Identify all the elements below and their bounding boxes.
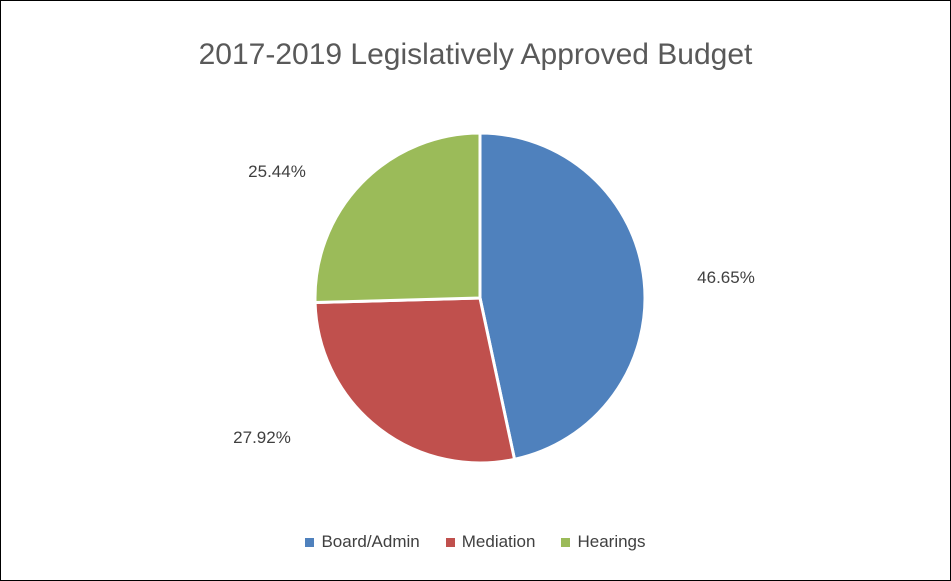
data-label-hearings: 25.44% (248, 162, 306, 181)
pie-data-labels: 46.65% 27.92% 25.44% (233, 162, 755, 447)
pie-slice-board-admin (478, 131, 647, 461)
data-label-board-admin: 46.65% (697, 268, 755, 287)
legend-label-hearings: Hearings (577, 532, 646, 551)
legend-item-board-admin: Board/Admin (305, 532, 420, 552)
legend-item-mediation: Mediation (445, 532, 536, 552)
data-label-mediation: 27.92% (233, 428, 291, 447)
legend: Board/Admin Mediation Hearings (1, 532, 950, 552)
legend-label-mediation: Mediation (461, 532, 536, 551)
legend-item-hearings: Hearings (561, 532, 646, 552)
pie-slice-hearings (313, 131, 482, 305)
chart-title: 2017-2019 Legislatively Approved Budget (198, 38, 753, 71)
legend-swatch-hearings (561, 537, 571, 547)
legend-swatch-board-admin (305, 537, 315, 547)
legend-label-board-admin: Board/Admin (321, 532, 420, 551)
pie-slice-mediation (313, 296, 517, 465)
pie-slices (313, 131, 647, 465)
legend-swatch-mediation (445, 537, 455, 547)
